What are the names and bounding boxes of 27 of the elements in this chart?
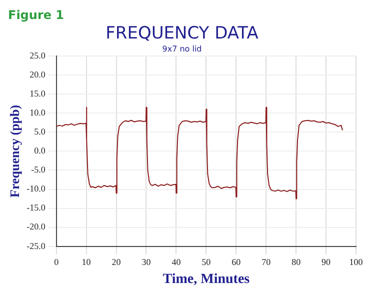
x-tick-label: 40 [172,257,182,268]
y-tick-label: 25.0 [30,50,46,60]
x-tick-label: 80 [292,257,302,268]
y-axis-title: Frequency (ppb) [7,104,22,198]
x-tick-label: 30 [142,257,152,268]
caption: Figure 1 [8,8,66,24]
x-axis-title: Time, Minutes [162,272,250,288]
y-tick-label: 0.0 [34,146,46,156]
y-tick-label: 5.0 [34,126,46,137]
y-tick-label: -10.0 [26,184,46,194]
y-tick-label: -5.0 [31,164,46,175]
chart-title: FREQUENCY DATA [106,24,259,44]
chart-subtitle: 9x7 no lid [162,44,202,54]
y-tick-label: 10.0 [30,107,46,118]
y-tick-label: -25.0 [26,240,46,251]
y-tick-label: 15.0 [30,88,46,98]
y-tick-label: 20.0 [30,69,46,80]
x-tick-label: 10 [82,257,92,268]
x-tick-label: 50 [202,257,212,268]
y-tick-label: -20.0 [26,222,46,232]
x-tick-label: 70 [262,257,272,268]
x-tick-label: 60 [232,257,242,268]
x-tick-label: 90 [322,257,332,268]
x-tick-label: 20 [112,257,122,268]
y-tick-label: -15.0 [26,202,46,213]
x-tick-label: 100 [349,257,364,268]
x-tick-label: 0 [54,257,60,268]
